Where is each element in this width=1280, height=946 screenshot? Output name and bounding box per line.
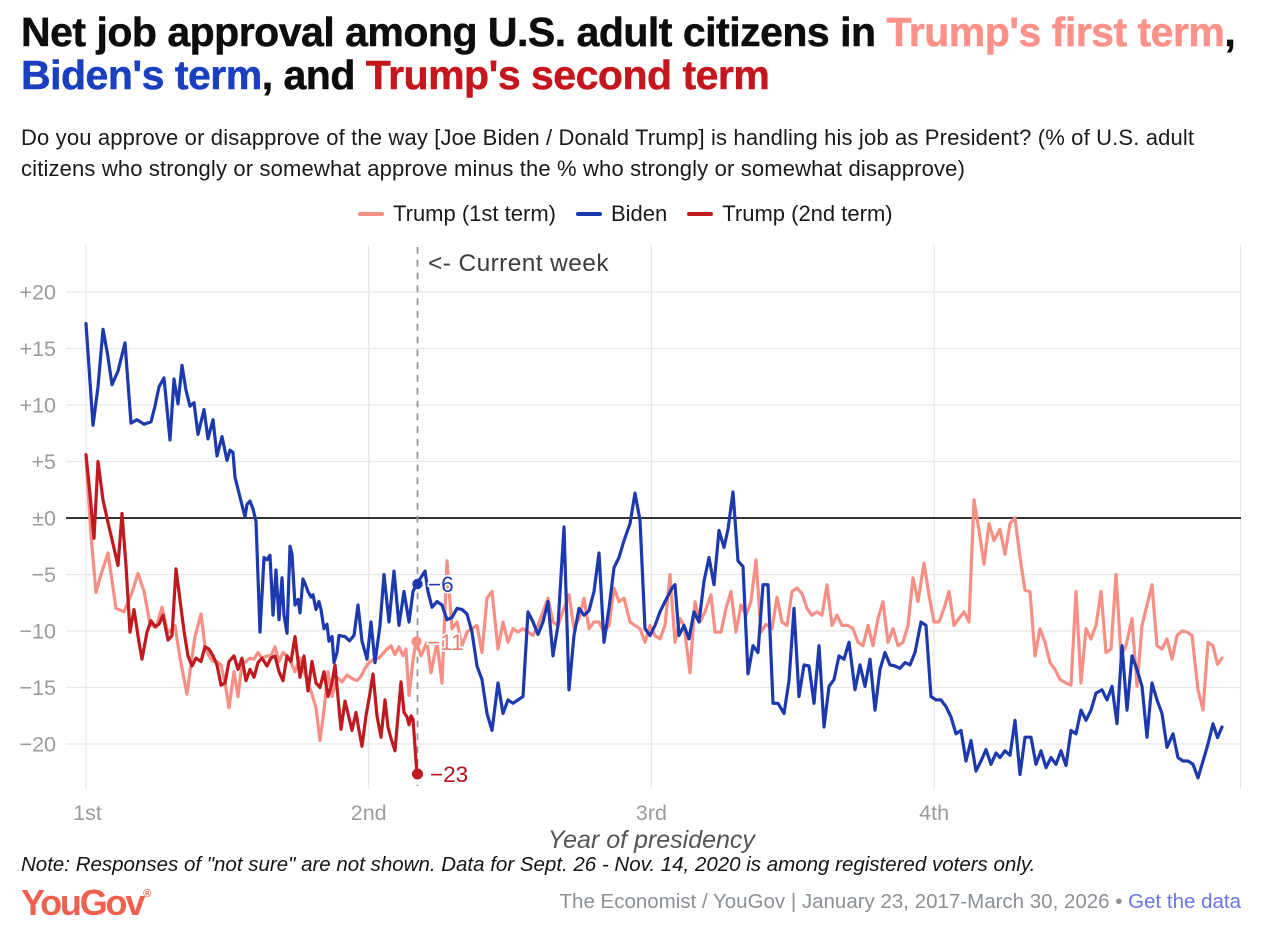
svg-text:3rd: 3rd bbox=[636, 801, 667, 825]
svg-text:<- Current week: <- Current week bbox=[428, 250, 609, 277]
svg-text:−5: −5 bbox=[31, 563, 56, 587]
svg-text:1st: 1st bbox=[73, 801, 102, 825]
svg-text:−11: −11 bbox=[427, 630, 464, 655]
svg-text:±0: ±0 bbox=[32, 507, 56, 531]
svg-text:Year of presidency: Year of presidency bbox=[548, 826, 757, 854]
svg-text:−6: −6 bbox=[428, 572, 454, 597]
svg-text:+10: +10 bbox=[20, 394, 57, 418]
svg-text:2nd: 2nd bbox=[351, 801, 387, 825]
svg-text:−15: −15 bbox=[20, 676, 57, 700]
svg-text:+5: +5 bbox=[31, 450, 56, 474]
svg-text:+20: +20 bbox=[20, 281, 57, 305]
svg-text:+15: +15 bbox=[20, 337, 57, 361]
svg-text:−20: −20 bbox=[20, 733, 57, 757]
svg-text:4th: 4th bbox=[919, 801, 949, 825]
svg-text:−10: −10 bbox=[20, 620, 57, 644]
svg-text:−23: −23 bbox=[430, 762, 468, 787]
